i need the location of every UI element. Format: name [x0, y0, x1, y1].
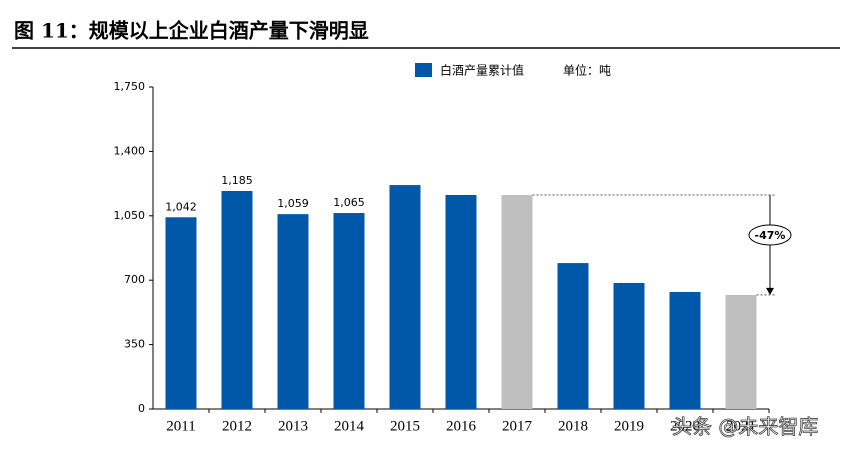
bar [725, 294, 757, 409]
bar [557, 263, 589, 409]
annotation-bubble [748, 224, 792, 246]
y-tick-label: 1,750 [114, 80, 146, 93]
y-tick-label: 0 [138, 402, 145, 415]
chart-title: 图 11：规模以上企业白酒产量下滑明显 [14, 19, 369, 43]
x-tick-label: 2021 [726, 418, 756, 434]
legend-label: 白酒产量累计值 [440, 63, 524, 78]
bar [333, 213, 365, 409]
legend-swatch [415, 63, 432, 77]
y-tick-label: 700 [124, 273, 145, 286]
annotation-arrowhead [766, 287, 774, 295]
x-tick-label: 2014 [334, 418, 365, 434]
x-tick-label: 2012 [222, 418, 252, 434]
y-tick-label: 1,400 [114, 144, 146, 157]
watermark: 头条 @未来智库 [672, 415, 818, 439]
unit-note: 单位：吨 [563, 63, 611, 78]
bar [669, 291, 701, 409]
annotation-label: -47% [755, 229, 786, 242]
value-label: 1,065 [333, 196, 365, 209]
bar [165, 217, 197, 409]
bar [277, 214, 309, 409]
value-label: 1,059 [277, 197, 309, 210]
bar [221, 190, 253, 409]
y-tick-label: 350 [124, 338, 145, 351]
value-label: 1,185 [221, 174, 253, 187]
x-tick-label: 2011 [166, 418, 195, 434]
bar [501, 195, 533, 409]
x-tick-label: 2020 [670, 418, 700, 434]
y-tick-label: 1,050 [114, 209, 146, 222]
bar [613, 282, 645, 409]
value-label: 1,042 [165, 200, 197, 213]
x-tick-label: 2015 [390, 418, 420, 434]
x-tick-label: 2019 [614, 418, 644, 434]
x-tick-label: 2013 [278, 418, 308, 434]
bar [389, 185, 421, 409]
x-tick-label: 2016 [446, 418, 477, 434]
bar [445, 195, 477, 409]
x-tick-label: 2018 [558, 418, 588, 434]
x-tick-label: 2017 [502, 418, 533, 434]
